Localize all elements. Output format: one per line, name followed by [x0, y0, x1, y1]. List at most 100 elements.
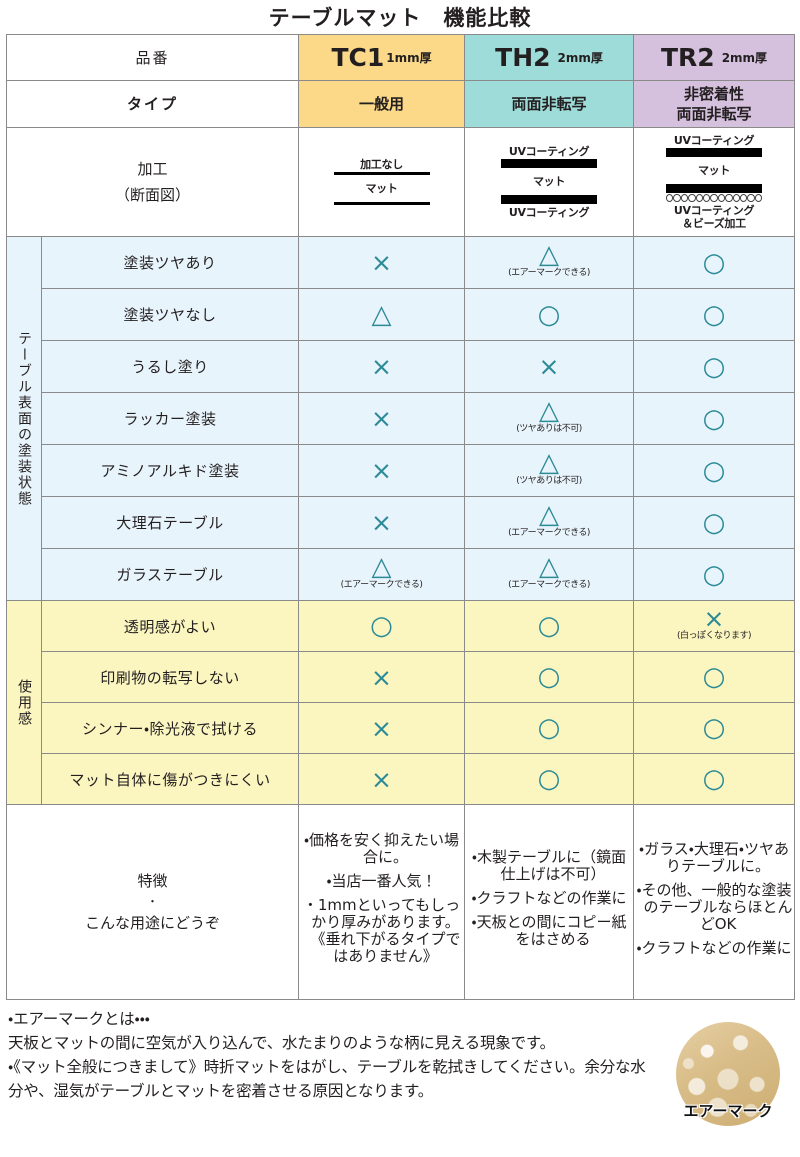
rating-mark-wrapper: ○	[465, 613, 633, 639]
feature-bullet: ・ガラス・大理石・ツヤありテーブルに。	[639, 839, 790, 875]
bead	[695, 194, 703, 202]
circle-ok-icon: ○	[702, 403, 726, 434]
table-row: ラッカー塗装 × △ (ツヤありは不可) ○	[7, 392, 796, 445]
rating-mark-wrapper: ×	[299, 250, 464, 275]
bead	[725, 194, 733, 202]
rating-cell: ○	[633, 753, 796, 805]
rating-mark-wrapper: ×	[299, 510, 464, 535]
rating-mark-wrapper: ○	[634, 664, 794, 690]
rating-cell: ○	[633, 288, 796, 341]
cross-no-icon: ×	[371, 404, 392, 433]
product-thickness-tc1: 1mm厚	[386, 51, 432, 65]
triangle-caution-icon: △	[539, 499, 560, 530]
rating-mark-wrapper: △ (エアーマークできる)	[465, 502, 633, 538]
cross-no-icon: ×	[371, 662, 392, 692]
product-type-th2: 両面非転写	[464, 80, 635, 128]
rating-mark-wrapper: ○	[634, 458, 794, 484]
diagram-mid-label: マット	[697, 163, 731, 177]
cross-no-icon: ×	[538, 352, 560, 381]
header-product-tr2: TR2 2mm厚	[633, 34, 796, 81]
diagram-bottom-layer	[333, 202, 430, 205]
diagram-bottom-label: UVコーティング ＆ビーズ加工	[673, 203, 755, 230]
bead	[673, 194, 681, 202]
bead	[754, 194, 763, 202]
circle-ok-icon: ○	[702, 662, 726, 692]
process-diagram-tc1: 加工なし マット	[298, 127, 466, 237]
rating-note: (エアーマークできる)	[508, 527, 590, 538]
table-row: テーブル表面の塗装状態 塗装ツヤあり × △ (エアーマークできる) ○	[6, 236, 796, 601]
footer-note: ・エアーマークとは・・・ 天板とマットの間に空気が入り込んで、水たまりのような柄に…	[8, 1010, 646, 1100]
page-title: テーブルマット 機能比較	[268, 6, 532, 30]
airmark-caption: エアーマーク	[683, 1102, 773, 1120]
rating-cell: ○	[633, 444, 796, 497]
bead	[666, 194, 674, 202]
product-type-tc1: 一般用	[298, 80, 466, 128]
rating-cell: △ (エアーマークできる)	[464, 496, 635, 549]
cross-no-icon: ×	[371, 352, 392, 381]
circle-ok-icon: ○	[370, 611, 393, 641]
rating-mark-wrapper: ○	[634, 406, 794, 432]
features-label-dot: ・	[147, 895, 158, 908]
diagram-bottom-label: UVコーティング	[508, 205, 590, 219]
rating-mark-wrapper: ○	[465, 302, 633, 328]
rating-mark-wrapper: △ (ツヤありは不可)	[465, 450, 633, 486]
header-product-tc1: TC1 1mm厚	[298, 34, 466, 81]
cross-no-icon: ×	[371, 248, 392, 277]
features-label: 特徴 ・ こんな用途にどうぞ	[5, 804, 300, 1000]
rating-note: (エアーマークできる)	[508, 579, 590, 590]
triangle-caution-icon: △	[371, 551, 392, 582]
rating-mark-wrapper: ○	[634, 250, 794, 276]
rating-cell: ○	[633, 702, 796, 754]
diagram-top-layer	[666, 147, 763, 157]
rating-note: (エアーマークできる)	[340, 579, 423, 590]
rating-mark-wrapper: ×	[299, 458, 464, 483]
triangle-caution-icon: △	[539, 239, 560, 270]
circle-ok-icon: ○	[702, 247, 726, 278]
feature-bullet: ・クラフトなどの作業に	[636, 938, 792, 957]
bead	[747, 194, 755, 202]
row-label: 塗装ツヤなし	[40, 288, 300, 341]
product-code-tc1: TC1	[331, 43, 385, 72]
rating-note: (ツヤありは不可)	[516, 475, 582, 486]
rating-cell: ×	[298, 444, 466, 497]
rating-cell: × (白っぽくなります)	[633, 600, 796, 652]
row-label: 大理石テーブル	[40, 496, 300, 549]
row-group-label-coating-state: テーブル表面の塗装状態	[6, 236, 42, 601]
table-row: 使用感 透明感がよい ○ ○ × (白っぽくなります)	[6, 600, 796, 805]
row-label: 透明感がよい	[40, 600, 300, 652]
diagram-bottom-layer	[666, 183, 763, 193]
features-list-tc1: ・価格を安く抑えたい場合に。 ・当店一番人気！ ・1mmといってもしっかり厚みがあり…	[298, 804, 466, 1000]
row-group-label-text: テーブル表面の塗装状態	[16, 330, 32, 507]
triangle-caution-icon: △	[539, 395, 560, 426]
rating-cell: △	[298, 288, 466, 341]
rating-cell: ○	[464, 702, 635, 754]
bead	[717, 194, 726, 202]
diagram-mid-label: マット	[532, 174, 566, 188]
header-row-model: 品番 TC1 1mm厚 TH2 2mm厚 TR2 2mm厚	[5, 34, 796, 81]
rating-mark-wrapper: ○	[634, 510, 794, 536]
rating-mark-wrapper: △ (エアーマークできる)	[465, 242, 633, 278]
row-label: マット自体に傷がつきにくい	[40, 753, 300, 805]
rating-mark-wrapper: ○	[634, 715, 794, 741]
table-row: 塗装ツヤなし △ ○ ○	[7, 288, 796, 341]
rating-cell: ○	[633, 651, 796, 703]
rating-mark-wrapper: ○	[634, 302, 794, 328]
process-label-line2: （断面図）	[115, 186, 191, 204]
table-row: 大理石テーブル × △ (エアーマークできる) ○	[7, 496, 796, 549]
rating-cell: ○	[464, 651, 635, 703]
circle-ok-icon: ○	[537, 299, 561, 330]
rating-cell: ○	[633, 548, 796, 601]
rating-cell: ○	[633, 236, 796, 289]
triangle-caution-icon: △	[539, 447, 560, 478]
cross-no-icon: ×	[371, 713, 392, 743]
rating-note: (エアーマークできる)	[508, 267, 590, 278]
circle-ok-icon: ○	[537, 611, 561, 641]
diagram-top-label: 加工なし	[360, 158, 403, 171]
bead	[710, 194, 718, 202]
rating-mark-wrapper: ○	[299, 613, 464, 639]
rating-cell: ×	[298, 496, 466, 549]
rating-mark-wrapper: ○	[634, 354, 794, 380]
rating-cell: ○	[464, 288, 635, 341]
rating-mark-wrapper: × (白っぽくなります)	[634, 606, 794, 641]
features-label-line2: こんな用途にどうぞ	[85, 914, 221, 932]
